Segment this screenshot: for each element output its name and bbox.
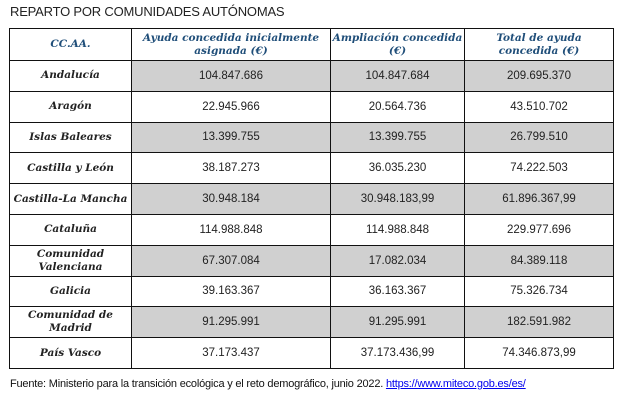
value-cell: 74.222.503	[464, 152, 614, 185]
header-total: Total de ayuda concedida (€)	[464, 28, 614, 61]
page-title: REPARTO POR COMUNIDADES AUTÓNOMAS	[10, 4, 285, 19]
value-cell: 84.389.118	[464, 244, 614, 277]
value-cell: 26.799.510	[464, 121, 614, 154]
header-ccaa: CC.AA.	[9, 28, 132, 61]
header-initial-aid: Ayuda concedida inicialmente asignada (€…	[131, 28, 331, 61]
value-cell: 13.399.755	[131, 121, 331, 154]
value-cell: 104.847.684	[330, 60, 465, 92]
value-cell: 229.977.696	[464, 213, 614, 246]
table-row: Andalucía 104.847.686 104.847.684 209.695.3…	[9, 60, 614, 92]
region-name-cell: Castilla y León	[9, 152, 132, 185]
value-cell: 67.307.084	[131, 244, 331, 277]
value-cell: 114.988.848	[330, 213, 465, 246]
value-cell: 17.082.034	[330, 244, 465, 277]
table-row: Galicia 39.163.367 36.163.367 75.326.734	[9, 275, 614, 308]
region-name-cell: Galicia	[9, 275, 132, 308]
region-name-cell: Comunidad de Madrid	[9, 306, 132, 339]
region-name-cell: Andalucía	[9, 60, 132, 92]
value-cell: 22.945.966	[131, 90, 331, 123]
source-note: Fuente: Ministerio para la transición ec…	[10, 378, 526, 390]
value-cell: 36.035.230	[330, 152, 465, 185]
header-extension: Ampliación concedida (€)	[330, 28, 465, 61]
value-cell: 13.399.755	[330, 121, 465, 154]
table-row: Comunidad de Madrid 91.295.991 91.295.991 1…	[9, 306, 614, 339]
value-cell: 36.163.367	[330, 275, 465, 308]
table-row: País Vasco 37.173.437 37.173.436,99 74.346.…	[9, 337, 614, 369]
value-cell: 43.510.702	[464, 90, 614, 123]
value-cell: 114.988.848	[131, 213, 331, 246]
value-cell: 37.173.436,99	[330, 337, 465, 369]
table-row: Castilla y León 38.187.273 36.035.230 74.22…	[9, 152, 614, 185]
table-row: Islas Baleares 13.399.755 13.399.755 26.799…	[9, 121, 614, 154]
value-cell: 37.173.437	[131, 337, 331, 369]
value-cell: 104.847.686	[131, 60, 331, 92]
value-cell: 61.896.367,99	[464, 183, 614, 215]
value-cell: 20.564.736	[330, 90, 465, 123]
value-cell: 39.163.367	[131, 275, 331, 308]
table-row: Aragón 22.945.966 20.564.736 43.510.702	[9, 90, 614, 123]
header-row: CC.AA. Ayuda concedida inicialmente asig…	[9, 28, 614, 61]
value-cell: 75.326.734	[464, 275, 614, 308]
region-name-cell: País Vasco	[9, 337, 132, 369]
source-text: Fuente: Ministerio para la transición ec…	[10, 378, 386, 390]
region-name-cell: Islas Baleares	[9, 121, 132, 154]
source-link[interactable]: https://www.miteco.gob.es/es/	[385, 378, 526, 390]
data-table: CC.AA. Ayuda concedida inicialmente asig…	[9, 28, 614, 369]
region-name-cell: Castilla-La Mancha	[9, 183, 132, 215]
region-name-cell: Comunidad Valenciana	[9, 244, 132, 277]
value-cell: 74.346.873,99	[464, 337, 614, 369]
value-cell: 182.591.982	[464, 306, 614, 339]
value-cell: 30.948.183,99	[330, 183, 465, 215]
value-cell: 91.295.991	[330, 306, 465, 339]
value-cell: 209.695.370	[464, 60, 614, 92]
value-cell: 30.948.184	[131, 183, 331, 215]
value-cell: 38.187.273	[131, 152, 331, 185]
region-name-cell: Aragón	[9, 90, 132, 123]
value-cell: 91.295.991	[131, 306, 331, 339]
table-row: Comunidad Valenciana 67.307.084 17.082.034…	[9, 244, 614, 277]
region-name-cell: Cataluña	[9, 213, 132, 246]
table-row: Cataluña 114.988.848 114.988.848 229.977.69…	[9, 213, 614, 246]
table-row: Castilla-La Mancha 30.948.184 30.948.183,9…	[9, 183, 614, 215]
